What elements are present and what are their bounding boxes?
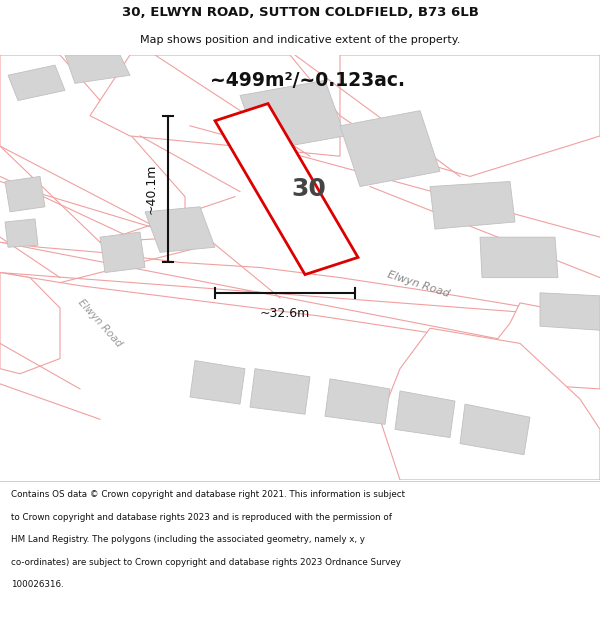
- Text: Map shows position and indicative extent of the property.: Map shows position and indicative extent…: [140, 34, 460, 44]
- Text: 30, ELWYN ROAD, SUTTON COLDFIELD, B73 6LB: 30, ELWYN ROAD, SUTTON COLDFIELD, B73 6L…: [122, 6, 478, 19]
- Polygon shape: [8, 65, 65, 101]
- Polygon shape: [460, 404, 530, 455]
- Polygon shape: [145, 207, 215, 252]
- Text: to Crown copyright and database rights 2023 and is reproduced with the permissio: to Crown copyright and database rights 2…: [11, 512, 392, 522]
- Polygon shape: [325, 379, 390, 424]
- Polygon shape: [5, 219, 38, 248]
- Polygon shape: [190, 361, 245, 404]
- Polygon shape: [395, 391, 455, 438]
- Polygon shape: [0, 242, 600, 359]
- Polygon shape: [0, 272, 60, 374]
- Polygon shape: [65, 55, 130, 83]
- Polygon shape: [340, 55, 600, 176]
- Polygon shape: [340, 111, 440, 186]
- Polygon shape: [215, 104, 358, 274]
- Polygon shape: [380, 328, 600, 480]
- Polygon shape: [100, 232, 145, 272]
- Text: HM Land Registry. The polygons (including the associated geometry, namely x, y: HM Land Registry. The polygons (includin…: [11, 535, 365, 544]
- Text: ~32.6m: ~32.6m: [260, 307, 310, 320]
- Polygon shape: [5, 176, 45, 212]
- Polygon shape: [90, 55, 340, 156]
- Text: ~40.1m: ~40.1m: [145, 164, 158, 214]
- Polygon shape: [0, 55, 185, 243]
- Polygon shape: [240, 80, 345, 151]
- Text: co-ordinates) are subject to Crown copyright and database rights 2023 Ordnance S: co-ordinates) are subject to Crown copyr…: [11, 558, 401, 567]
- Polygon shape: [250, 369, 310, 414]
- Text: Elwyn Road: Elwyn Road: [76, 298, 124, 349]
- Polygon shape: [540, 292, 600, 330]
- Polygon shape: [430, 181, 515, 229]
- Polygon shape: [490, 303, 600, 389]
- Text: Elwyn Road: Elwyn Road: [386, 270, 451, 299]
- Text: 30: 30: [291, 177, 326, 201]
- Polygon shape: [480, 237, 558, 278]
- Text: ~499m²/~0.123ac.: ~499m²/~0.123ac.: [210, 71, 405, 90]
- Text: Contains OS data © Crown copyright and database right 2021. This information is : Contains OS data © Crown copyright and d…: [11, 490, 405, 499]
- Text: 100026316.: 100026316.: [11, 580, 64, 589]
